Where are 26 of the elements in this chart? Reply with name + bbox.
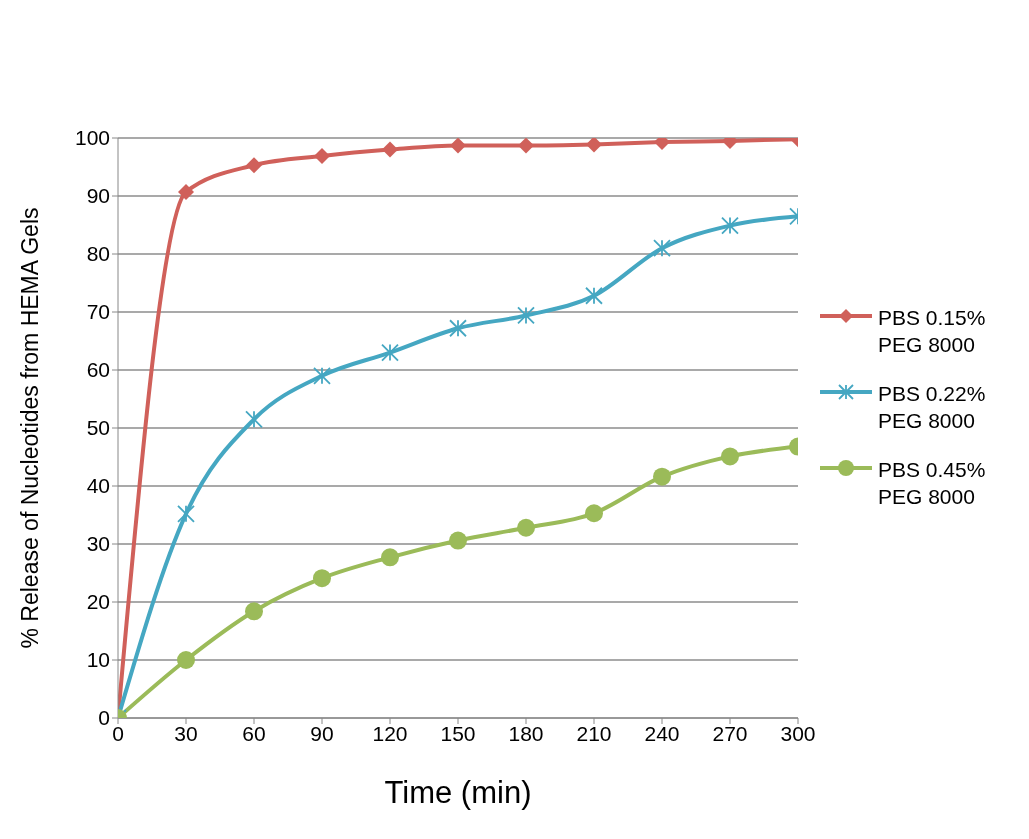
y-tick-label: 60 (86, 358, 110, 382)
y-tick-label: 20 (86, 590, 110, 614)
y-tick-label: 100 (74, 126, 110, 150)
x-tick-label: 240 (644, 721, 680, 745)
y-tick-label: 0 (98, 706, 110, 730)
y-axis-title: % Release of Nucleotides from HEMA Gels (17, 207, 44, 649)
legend-label: PBS 0.45% PEG 8000 (878, 457, 987, 510)
y-tick-label: 90 (86, 184, 110, 208)
y-tick-label: 50 (86, 416, 110, 440)
x-tick-label: 60 (242, 721, 266, 745)
y-tick-label: 70 (86, 300, 110, 324)
y-tick-label: 10 (86, 648, 110, 672)
y-tick-label: 40 (86, 474, 110, 498)
x-tick-label: 30 (174, 721, 198, 745)
x-axis-title: Time (min) (384, 775, 532, 810)
y-tick-label: 30 (86, 532, 110, 556)
x-tick-label: 180 (508, 721, 544, 745)
x-tick-label: 300 (780, 721, 816, 745)
x-tick-label: 90 (310, 721, 334, 745)
y-tick-label: 80 (86, 242, 110, 266)
x-tick-label: 120 (372, 721, 408, 745)
legend-label: PBS 0.22% PEG 8000 (878, 381, 987, 434)
legend-label: PBS 0.15% PEG 8000 (878, 305, 987, 358)
x-tick-label: 210 (576, 721, 612, 745)
x-tick-label: 270 (712, 721, 748, 745)
x-tick-label: 150 (440, 721, 476, 745)
